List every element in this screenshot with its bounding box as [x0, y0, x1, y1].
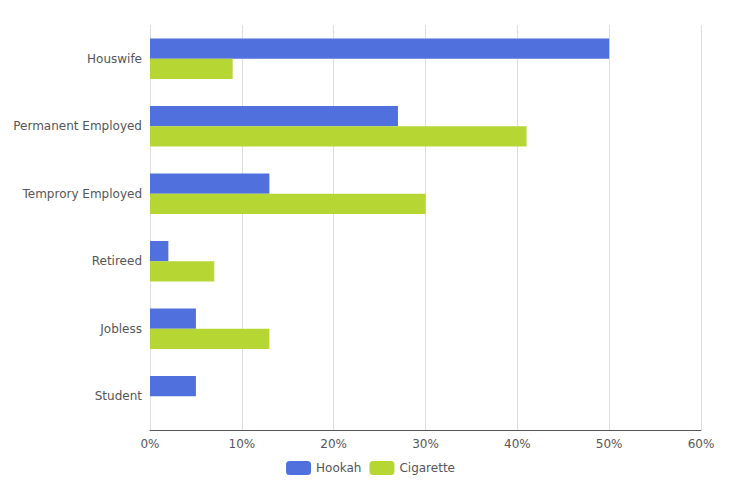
svg-text:Temprory Employed: Temprory Employed	[21, 187, 142, 201]
svg-text:20%: 20%	[320, 437, 347, 451]
svg-text:10%: 10%	[228, 437, 255, 451]
svg-text:30%: 30%	[412, 437, 439, 451]
svg-text:Hookah: Hookah	[316, 461, 361, 475]
svg-text:Cigarette: Cigarette	[399, 461, 455, 475]
svg-text:60%: 60%	[688, 437, 715, 451]
svg-text:Houswife: Houswife	[87, 52, 142, 66]
svg-text:Retireed: Retireed	[92, 254, 142, 268]
svg-text:40%: 40%	[504, 437, 531, 451]
svg-text:0%: 0%	[140, 437, 159, 451]
svg-text:Permanent Employed: Permanent Employed	[13, 119, 142, 133]
svg-text:50%: 50%	[596, 437, 623, 451]
svg-text:Student: Student	[95, 389, 143, 403]
svg-text:Jobless: Jobless	[99, 322, 142, 336]
